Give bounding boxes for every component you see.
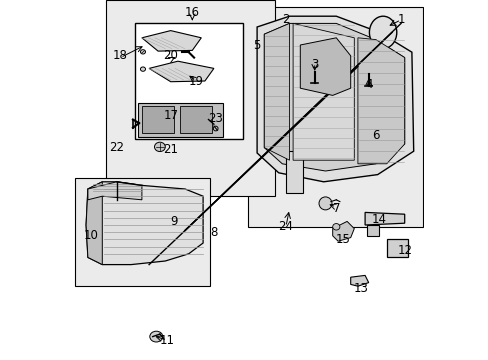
Polygon shape	[86, 182, 203, 265]
Polygon shape	[264, 23, 289, 160]
Ellipse shape	[213, 126, 218, 131]
Ellipse shape	[154, 142, 165, 152]
Bar	[75, 178, 210, 286]
Polygon shape	[366, 225, 379, 236]
Text: 8: 8	[210, 226, 217, 239]
Text: 3: 3	[310, 58, 318, 71]
Text: 21: 21	[163, 143, 178, 156]
Bar	[142, 106, 174, 133]
Ellipse shape	[140, 67, 145, 71]
Bar	[134, 23, 242, 139]
Polygon shape	[365, 212, 404, 225]
Text: 5: 5	[253, 39, 260, 51]
Bar	[106, 0, 275, 196]
Text: 9: 9	[170, 215, 178, 228]
Polygon shape	[292, 23, 354, 160]
Text: 11: 11	[159, 334, 174, 347]
Polygon shape	[350, 275, 368, 286]
Ellipse shape	[332, 224, 339, 230]
Text: 23: 23	[208, 112, 223, 125]
Polygon shape	[86, 182, 102, 265]
Text: 12: 12	[396, 244, 411, 257]
Text: 16: 16	[184, 6, 200, 19]
Ellipse shape	[149, 331, 163, 342]
Text: 18: 18	[113, 49, 127, 62]
Text: 20: 20	[163, 49, 178, 62]
Text: 15: 15	[335, 233, 350, 246]
Bar	[138, 103, 223, 137]
Text: 1: 1	[397, 13, 404, 26]
Text: 22: 22	[109, 141, 124, 154]
Text: 4: 4	[364, 78, 372, 91]
Text: 10: 10	[84, 229, 99, 242]
Polygon shape	[386, 239, 407, 257]
Text: 7: 7	[332, 202, 339, 215]
Polygon shape	[357, 38, 404, 164]
Polygon shape	[142, 31, 201, 51]
Polygon shape	[264, 23, 404, 171]
Text: 19: 19	[188, 75, 203, 87]
Text: 17: 17	[163, 109, 178, 122]
Text: 14: 14	[371, 213, 386, 226]
Bar	[247, 7, 422, 227]
Polygon shape	[257, 16, 413, 182]
Polygon shape	[88, 182, 142, 200]
Bar	[179, 106, 212, 133]
Bar	[285, 151, 303, 193]
Polygon shape	[332, 221, 354, 241]
Ellipse shape	[318, 197, 331, 210]
Text: 2: 2	[282, 13, 289, 26]
Text: 13: 13	[353, 282, 368, 294]
Polygon shape	[149, 61, 213, 82]
Text: 6: 6	[371, 129, 379, 141]
Ellipse shape	[140, 50, 145, 54]
Ellipse shape	[368, 16, 396, 49]
Text: 24: 24	[278, 220, 293, 233]
Polygon shape	[300, 38, 350, 95]
